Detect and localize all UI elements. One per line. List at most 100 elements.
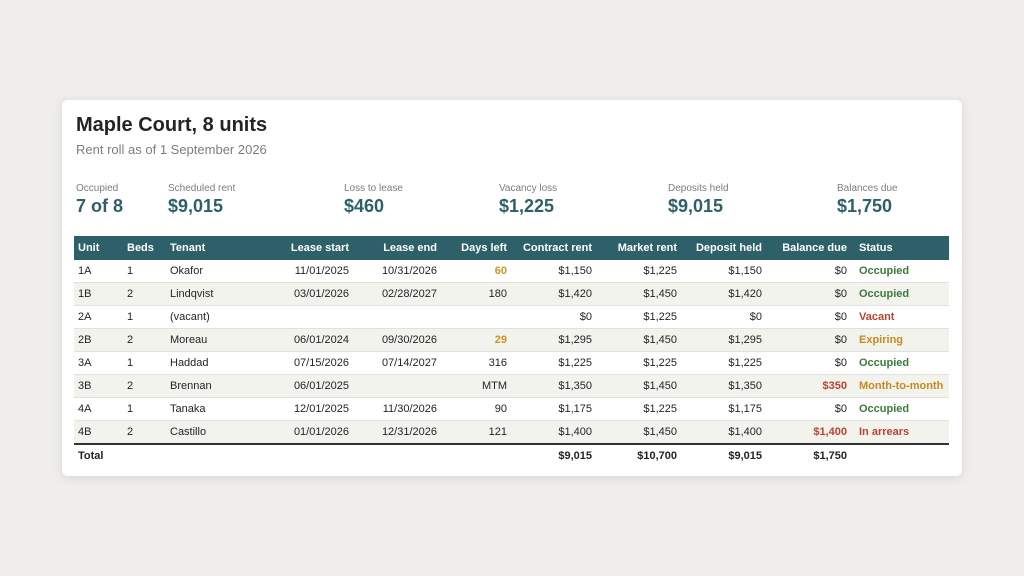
column-header-unit[interactable]: Unit xyxy=(74,236,123,260)
cell-lease-start: 07/15/2026 xyxy=(265,351,353,375)
column-header-tenant[interactable]: Tenant xyxy=(166,236,265,260)
cell-beds: 1 xyxy=(123,305,166,329)
cell-balance-due: $0 xyxy=(766,351,851,375)
cell-deposit-held: $1,295 xyxy=(681,328,766,352)
cell-tenant: Tanaka xyxy=(166,397,265,421)
cell-lease-start xyxy=(265,305,353,329)
cell-tenant: Okafor xyxy=(166,260,265,283)
column-header-market-rent[interactable]: Market rent xyxy=(596,236,681,260)
cell-beds: 1 xyxy=(123,351,166,375)
cell-beds: 1 xyxy=(123,397,166,421)
cell-lease-start: 03/01/2026 xyxy=(265,282,353,306)
table-row[interactable]: 2B 2 Moreau 06/01/2024 09/30/2026 29 $1,… xyxy=(74,328,949,352)
table-row[interactable]: 1A 1 Okafor 11/01/2025 10/31/2026 60 $1,… xyxy=(74,260,949,283)
cell-unit: 2A xyxy=(74,305,123,329)
kpi-value: $1,225 xyxy=(499,196,555,216)
cell-lease-end: 11/30/2026 xyxy=(353,397,441,421)
cell-unit: 1B xyxy=(74,282,123,306)
cell-lease-start: 11/01/2025 xyxy=(265,260,353,283)
table-header-row: Unit Beds Tenant Lease start Lease end D… xyxy=(74,236,949,260)
cell-contract-rent: $1,400 xyxy=(511,420,596,445)
cell-market-rent: $1,450 xyxy=(596,328,681,352)
cell-lease-start: 06/01/2024 xyxy=(265,328,353,352)
kpi-scheduled-rent: Scheduled rent $9,015 xyxy=(168,183,235,217)
status-badge: In arrears xyxy=(851,420,949,445)
cell-days-left: 60 xyxy=(441,260,511,283)
cell-market-rent: $1,225 xyxy=(596,351,681,375)
kpi-label: Deposits held xyxy=(668,183,729,194)
kpi-vacancy-loss: Vacancy loss $1,225 xyxy=(499,183,557,217)
cell-tenant: Moreau xyxy=(166,328,265,352)
cell-contract-rent: $1,150 xyxy=(511,260,596,283)
total-label: Total xyxy=(74,443,123,467)
kpi-balances-due: Balances due $1,750 xyxy=(837,183,898,217)
cell-unit: 4A xyxy=(74,397,123,421)
cell-lease-end xyxy=(353,374,441,398)
column-header-days-left[interactable]: Days left xyxy=(441,236,511,260)
page-title: Maple Court, 8 units xyxy=(76,114,268,136)
table-row[interactable]: 4A 1 Tanaka 12/01/2025 11/30/2026 90 $1,… xyxy=(74,397,949,421)
cell-market-rent: $1,225 xyxy=(596,260,681,283)
cell-market-rent: $1,225 xyxy=(596,305,681,329)
status-badge: Expiring xyxy=(851,328,949,352)
column-header-beds[interactable]: Beds xyxy=(123,236,166,260)
cell-unit: 4B xyxy=(74,420,123,445)
status-badge: Month-to-month xyxy=(851,374,949,398)
cell-days-left: MTM xyxy=(441,374,511,398)
table-row[interactable]: 2A 1 (vacant) $0 $1,225 $0 $0 Vacant xyxy=(74,305,949,329)
cell-days-left: 29 xyxy=(441,328,511,352)
column-header-contract-rent[interactable]: Contract rent xyxy=(511,236,596,260)
kpi-occupied: Occupied 7 of 8 xyxy=(76,183,123,217)
cell-beds: 1 xyxy=(123,260,166,283)
cell-unit: 3B xyxy=(74,374,123,398)
cell-market-rent: $1,450 xyxy=(596,374,681,398)
cell-tenant: Castillo xyxy=(166,420,265,445)
cell-tenant: Haddad xyxy=(166,351,265,375)
column-header-status[interactable]: Status xyxy=(851,236,949,260)
cell-lease-end: 09/30/2026 xyxy=(353,328,441,352)
kpi-value: $460 xyxy=(344,196,385,216)
table-row[interactable]: 3A 1 Haddad 07/15/2026 07/14/2027 316 $1… xyxy=(74,351,949,375)
kpi-deposits-held: Deposits held $9,015 xyxy=(668,183,729,217)
cell-tenant: Lindqvist xyxy=(166,282,265,306)
column-header-lease-end[interactable]: Lease end xyxy=(353,236,441,260)
table-row[interactable]: 4B 2 Castillo 01/01/2026 12/31/2026 121 … xyxy=(74,420,949,445)
kpi-value: $9,015 xyxy=(168,196,224,216)
kpi-value: $9,015 xyxy=(668,196,724,216)
cell-lease-end: 12/31/2026 xyxy=(353,420,441,445)
cell-deposit-held: $1,420 xyxy=(681,282,766,306)
status-badge: Vacant xyxy=(851,305,949,329)
cell-lease-start: 06/01/2025 xyxy=(265,374,353,398)
kpi-value: 7 of 8 xyxy=(76,196,124,216)
page-subtitle: Rent roll as of 1 September 2026 xyxy=(76,142,267,157)
cell-market-rent: $1,225 xyxy=(596,397,681,421)
cell-deposit-held: $1,350 xyxy=(681,374,766,398)
table-row[interactable]: 1B 2 Lindqvist 03/01/2026 02/28/2027 180… xyxy=(74,282,949,306)
kpi-label: Scheduled rent xyxy=(168,183,236,194)
total-contract-rent: $9,015 xyxy=(511,443,596,467)
status-badge: Occupied xyxy=(851,282,949,306)
column-header-deposit-held[interactable]: Deposit held xyxy=(681,236,766,260)
table-row[interactable]: 3B 2 Brennan 06/01/2025 MTM $1,350 $1,45… xyxy=(74,374,949,398)
kpi-label: Vacancy loss xyxy=(499,183,558,194)
cell-days-left xyxy=(441,305,511,329)
cell-days-left: 316 xyxy=(441,351,511,375)
cell-beds: 2 xyxy=(123,328,166,352)
cell-lease-start: 12/01/2025 xyxy=(265,397,353,421)
column-header-balance-due[interactable]: Balance due xyxy=(766,236,851,260)
total-market-rent: $10,700 xyxy=(596,443,681,467)
cell-contract-rent: $1,420 xyxy=(511,282,596,306)
column-header-lease-start[interactable]: Lease start xyxy=(265,236,353,260)
status-badge: Occupied xyxy=(851,397,949,421)
cell-contract-rent: $1,175 xyxy=(511,397,596,421)
cell-contract-rent: $0 xyxy=(511,305,596,329)
cell-unit: 2B xyxy=(74,328,123,352)
cell-tenant: (vacant) xyxy=(166,305,265,329)
cell-unit: 3A xyxy=(74,351,123,375)
cell-lease-end: 02/28/2027 xyxy=(353,282,441,306)
status-badge: Occupied xyxy=(851,351,949,375)
total-row: Total $9,015 $10,700 $9,015 $1,750 xyxy=(74,443,949,467)
cell-contract-rent: $1,295 xyxy=(511,328,596,352)
kpi-value: $1,750 xyxy=(837,196,893,216)
cell-balance-due: $1,400 xyxy=(766,420,851,445)
